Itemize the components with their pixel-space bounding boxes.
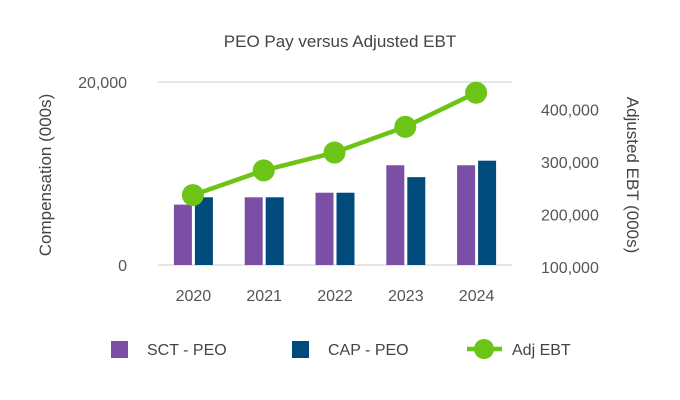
x-tick-label: 2021 (246, 288, 282, 305)
bar-sct-peo (386, 165, 405, 265)
legend-swatch (111, 341, 128, 358)
bar-cap-peo (407, 177, 426, 265)
y-axis-right: 100,000 200,000 300,000 400,000 (541, 103, 599, 278)
legend: SCT - PEO CAP - PEO Adj EBT (111, 339, 571, 359)
bars (173, 160, 497, 265)
chart-title: PEO Pay versus Adjusted EBT (224, 32, 456, 51)
legend-label: Adj EBT (512, 342, 571, 359)
ebt-point (465, 81, 488, 104)
ebt-point (323, 141, 346, 164)
y2-tick-label: 100,000 (541, 260, 599, 277)
y2-tick-label: 400,000 (541, 103, 599, 120)
y-tick-label: 20,000 (78, 75, 127, 92)
ebt-point (252, 159, 275, 182)
y-axis-label: Compensation (000s) (36, 94, 55, 257)
bar-cap-peo (194, 197, 213, 265)
x-tick-label: 2022 (317, 288, 353, 305)
legend-label: SCT - PEO (147, 342, 227, 359)
bar-cap-peo (265, 197, 284, 265)
bar-cap-peo (336, 192, 355, 265)
ebt-point (394, 115, 417, 138)
y2-tick-label: 200,000 (541, 208, 599, 225)
legend-marker (474, 339, 494, 359)
y2-tick-label: 300,000 (541, 155, 599, 172)
ebt-line (181, 81, 488, 207)
y-tick-label: 0 (118, 258, 127, 275)
ebt-point (181, 184, 204, 207)
legend-swatch (292, 341, 309, 358)
x-tick-label: 2023 (388, 288, 424, 305)
gridlines (158, 81, 512, 266)
bar-sct-peo (457, 165, 476, 265)
bar-cap-peo (478, 160, 497, 265)
legend-label: CAP - PEO (328, 342, 409, 359)
y2-axis-label: Adjusted EBT (000s) (623, 97, 642, 254)
x-tick-label: 2024 (459, 288, 495, 305)
x-axis: 2020 2021 2022 2023 2024 (176, 288, 495, 305)
x-tick-label: 2020 (176, 288, 212, 305)
bar-sct-peo (173, 204, 192, 265)
y-axis-left: 0 20,000 (78, 75, 127, 275)
bar-sct-peo (315, 192, 334, 265)
bar-sct-peo (244, 197, 263, 265)
